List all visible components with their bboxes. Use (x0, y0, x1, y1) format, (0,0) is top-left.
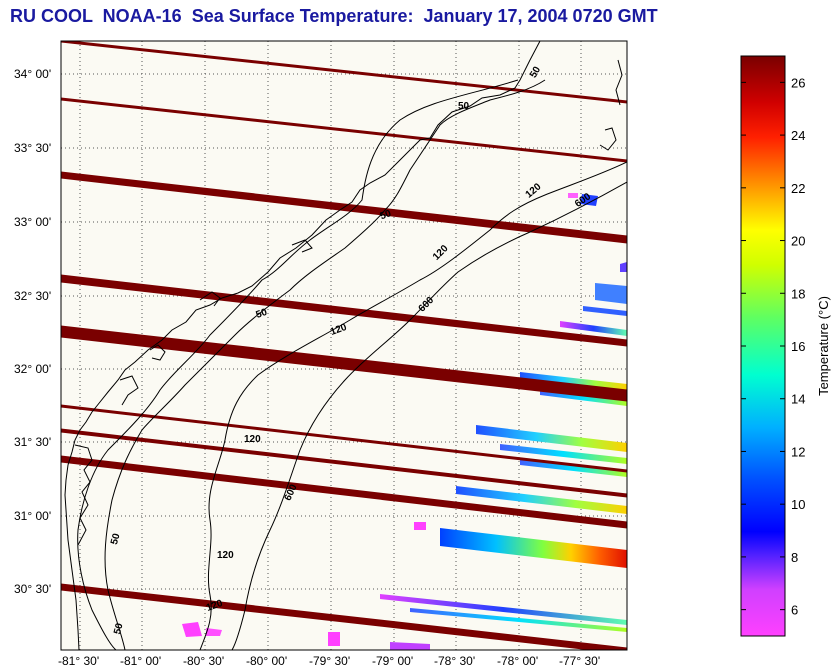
lat-tick-label: 34° 00' (14, 67, 51, 81)
contour-label: 50 (458, 101, 470, 112)
lon-tick-label: -79° 30' (309, 654, 350, 668)
lon-tick-label: -77° 30' (559, 654, 600, 668)
lon-tick-label: -80° 30' (183, 654, 224, 668)
contour-label: 50 (255, 307, 270, 321)
lat-tick-label: 31° 00' (14, 509, 51, 523)
lat-tick-label: 32° 30' (14, 289, 51, 303)
sst-data-patches (182, 193, 627, 650)
contour-label: 50 (112, 622, 126, 636)
latitude-axis: 34° 00' 33° 30' 33° 00' 32° 30' 32° 00' … (14, 67, 51, 596)
lat-tick-label: 33° 30' (14, 141, 51, 155)
lon-tick-label: -78° 00' (497, 654, 538, 668)
longitude-axis: -81° 30' -81° 00' -80° 30' -80° 00' -79°… (58, 654, 600, 668)
map-frame (60, 40, 628, 651)
contour-label: 50 (379, 208, 394, 222)
lat-tick-label: 33° 00' (14, 215, 51, 229)
coastline (64, 41, 623, 650)
chart-title: RU COOL NOAA-16 Sea Surface Temperature:… (10, 6, 658, 26)
contour-label: 120 (217, 550, 234, 561)
lon-tick-label: -80° 00' (246, 654, 287, 668)
lat-tick-label: 31° 30' (14, 435, 51, 449)
lat-tick-label: 30° 30' (14, 582, 51, 596)
bathymetry-contours (77, 79, 627, 650)
contour-label: 50 (109, 532, 123, 546)
lon-tick-label: -81° 00' (120, 654, 161, 668)
lon-tick-label: -79° 00' (372, 654, 413, 668)
lon-tick-label: -81° 30' (58, 654, 99, 668)
lat-tick-label: 32° 00' (14, 362, 51, 376)
contour-label: 50 (528, 64, 543, 80)
contour-label: 120 (244, 434, 261, 445)
lon-tick-label: -78° 30' (434, 654, 475, 668)
